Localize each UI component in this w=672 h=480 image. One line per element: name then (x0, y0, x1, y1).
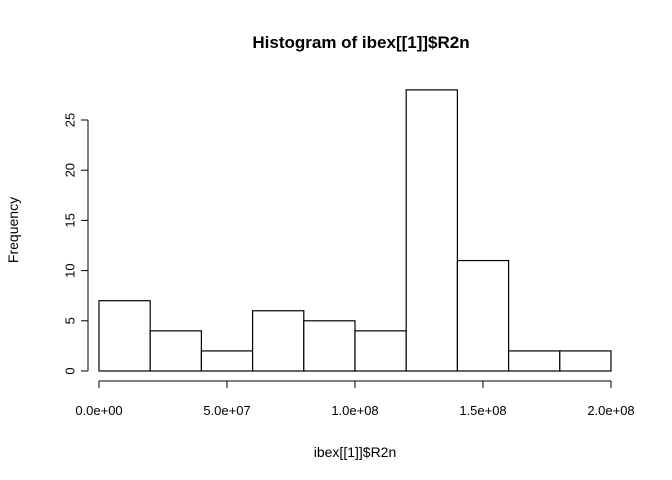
y-tick-label: 0 (63, 367, 78, 374)
x-axis: 0.0e+00 5.0e+07 1.0e+08 1.5e+08 2.0e+08 (75, 380, 635, 418)
x-axis-label: ibex[[1]]$R2n (314, 444, 397, 460)
histogram-bar-4 (252, 310, 305, 372)
histogram-bar-1 (98, 300, 151, 372)
histogram-bar-7 (405, 89, 459, 372)
x-tick-label: 0.0e+00 (75, 403, 122, 418)
y-axis-label: Frequency (5, 197, 21, 263)
chart-title: Histogram of ibex[[1]]$R2n (252, 33, 469, 52)
histogram-bar-3 (200, 350, 254, 372)
x-tick-label: 5.0e+07 (203, 403, 250, 418)
x-tick-label: 2.0e+08 (587, 403, 634, 418)
histogram-bar-8 (456, 259, 510, 372)
x-tick-label: 1.5e+08 (459, 403, 506, 418)
histogram-bar-5 (303, 320, 356, 372)
bars-group (98, 89, 612, 372)
histogram-bar-2 (149, 330, 202, 372)
histogram-bar-10 (559, 350, 612, 372)
y-tick-label: 25 (63, 113, 78, 127)
y-axis: 0 5 10 15 20 25 (63, 113, 89, 375)
y-tick-label: 5 (63, 317, 78, 324)
histogram-bar-9 (508, 350, 561, 372)
y-tick-label: 10 (63, 263, 78, 277)
histogram-bar-6 (354, 330, 407, 372)
y-tick-label: 15 (63, 213, 78, 227)
y-tick-label: 20 (63, 163, 78, 177)
x-tick-label: 1.0e+08 (331, 403, 378, 418)
